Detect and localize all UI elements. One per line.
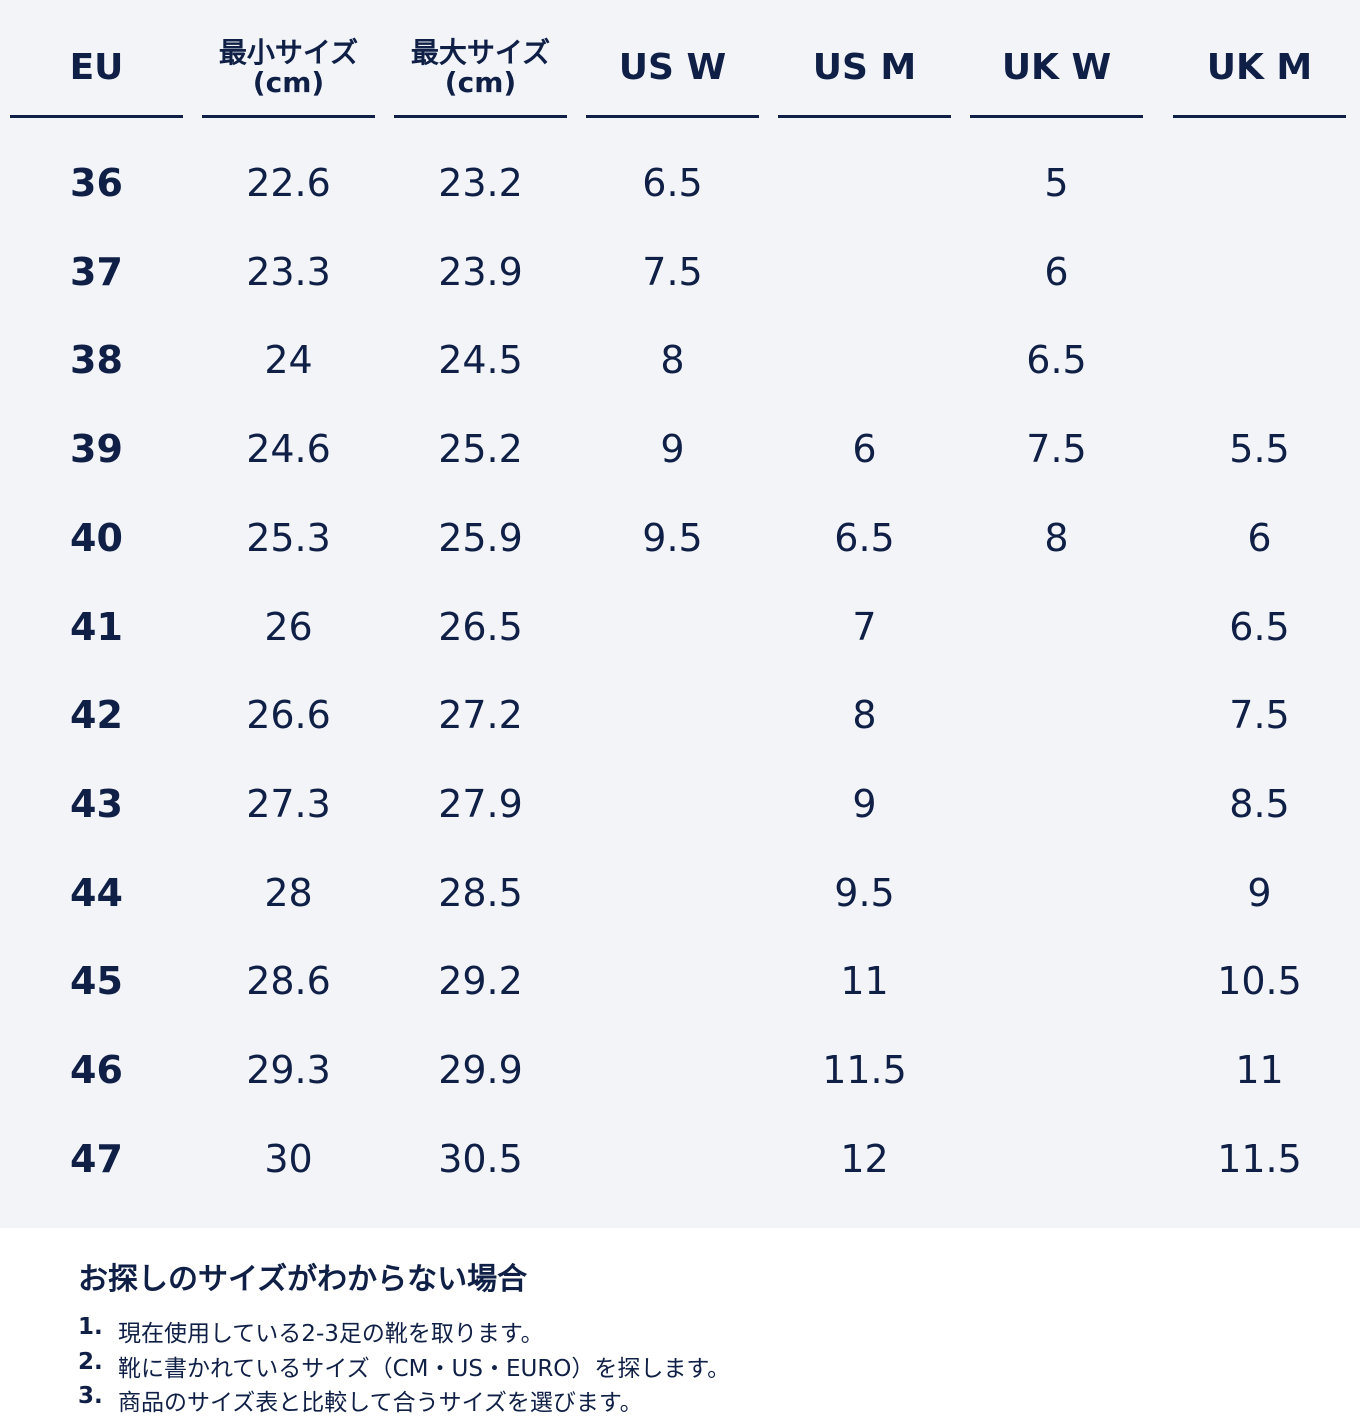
size-cell: 28.5 [438, 870, 523, 915]
size-cell: 23.9 [438, 249, 523, 294]
column-header: 最小サイズ (cm) [202, 20, 375, 118]
row-header: 44 [70, 870, 123, 915]
size-table: EU 最小サイズ (cm) 最大サイズ (cm) US W US M UK W UK M 36… [0, 0, 1360, 1228]
size-cell: 25.3 [246, 515, 331, 560]
item-number: 2. [78, 1348, 103, 1375]
size-cell: 9 [1247, 870, 1272, 915]
size-cell: 11 [840, 959, 889, 1004]
row-header: 45 [70, 959, 123, 1004]
row-header: 43 [70, 781, 123, 826]
item-text: 商品のサイズ表と比較して合うサイズを選びます。 [118, 1390, 643, 1416]
size-cell: 6.5 [1026, 338, 1087, 383]
column-header: UK M [1173, 20, 1346, 118]
size-cell: 25.9 [438, 515, 523, 560]
row-header: 39 [70, 427, 123, 472]
size-cell: 26.6 [246, 693, 331, 738]
size-cell: 29.3 [246, 1048, 331, 1092]
row-header: 36 [70, 161, 123, 205]
column-header: EU [10, 20, 183, 118]
item-number: 3. [78, 1383, 103, 1409]
row-header: 47 [70, 1136, 123, 1181]
size-cell: 7.5 [642, 249, 703, 294]
size-cell: 23.3 [246, 249, 331, 294]
note-item: 1. 現在使用している2-3足の靴を取ります。 [78, 1314, 544, 1348]
size-cell: 7.5 [1026, 427, 1087, 472]
row-header: 41 [70, 604, 123, 649]
size-cell: 11.5 [1217, 1136, 1302, 1181]
column-header: UK W [970, 20, 1143, 118]
size-cell: 25.2 [438, 427, 523, 472]
size-cell: 26.5 [438, 604, 523, 649]
size-cell: 27.2 [438, 693, 523, 738]
size-cell: 23.2 [438, 161, 523, 205]
size-cell: 6.5 [834, 515, 895, 560]
size-cell: 30.5 [438, 1136, 523, 1181]
size-cell: 7 [852, 604, 877, 649]
note-item: 3. 商品のサイズ表と比較して合うサイズを選びます。 [78, 1383, 643, 1417]
size-cell: 29.2 [438, 959, 523, 1004]
item-number: 1. [78, 1314, 103, 1340]
size-cell: 6.5 [642, 161, 703, 205]
size-cell: 27.3 [246, 781, 331, 826]
note-title: お探しのサイズがわからない場合 [78, 1262, 528, 1297]
size-cell: 12 [840, 1136, 889, 1181]
size-cell: 26 [264, 604, 313, 649]
size-cell: 5 [1044, 161, 1069, 205]
size-cell: 6 [1044, 249, 1069, 294]
size-cell: 11 [1235, 1048, 1284, 1092]
size-cell: 24 [264, 338, 313, 383]
size-cell: 9.5 [642, 515, 703, 560]
row-header: 37 [70, 249, 123, 294]
column-header: 最大サイズ (cm) [394, 20, 567, 118]
row-header: 38 [70, 338, 123, 383]
size-cell: 9 [852, 781, 877, 826]
size-cell: 30 [264, 1136, 313, 1181]
item-text: 現在使用している2-3足の靴を取ります。 [118, 1321, 544, 1347]
size-cell: 9.5 [834, 870, 895, 915]
row-header: 40 [70, 515, 123, 560]
size-cell: 22.6 [246, 161, 331, 205]
size-cell: 8 [852, 693, 877, 738]
size-cell: 6.5 [1229, 604, 1290, 649]
note-item: 2. 靴に書かれているサイズ（CM・US・EURO）を探します。 [78, 1349, 730, 1383]
item-text: 靴に書かれているサイズ（CM・US・EURO）を探します。 [118, 1355, 731, 1382]
row-header: 46 [70, 1048, 123, 1092]
size-cell: 10.5 [1217, 959, 1302, 1004]
size-cell: 28.6 [246, 959, 331, 1004]
size-cell: 9 [660, 427, 685, 472]
size-cell: 8 [1044, 515, 1069, 560]
size-cell: 5.5 [1229, 427, 1290, 472]
size-cell: 28 [264, 870, 313, 915]
size-cell: 6 [1247, 515, 1272, 560]
size-cell: 6 [852, 427, 877, 472]
size-cell: 27.9 [438, 781, 523, 826]
size-cell: 11.5 [822, 1048, 907, 1092]
size-cell: 29.9 [438, 1048, 523, 1092]
size-cell: 7.5 [1229, 693, 1290, 738]
size-cell: 8 [660, 338, 685, 383]
row-header: 42 [70, 693, 123, 738]
size-cell: 24.5 [438, 338, 523, 383]
size-cell: 8.5 [1229, 781, 1290, 826]
column-header: US W [586, 20, 759, 118]
size-cell: 24.6 [246, 427, 331, 472]
column-header: US M [778, 20, 951, 118]
